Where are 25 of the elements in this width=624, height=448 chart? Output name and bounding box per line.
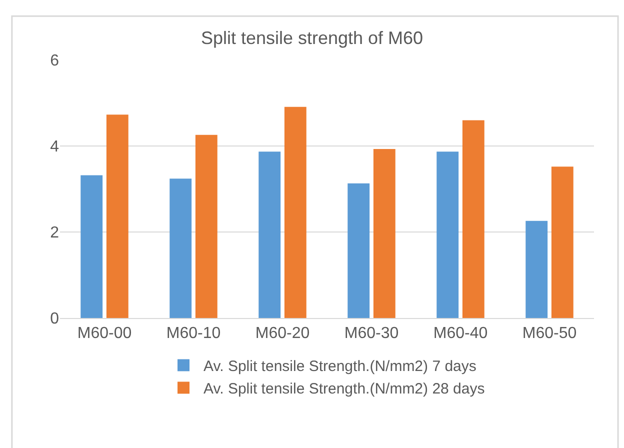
bar: [551, 166, 574, 318]
bar: [80, 175, 103, 318]
y-tick-label: 0: [50, 310, 60, 328]
bar: [258, 152, 281, 318]
legend-label: Av. Split tensile Strength.(N/mm2) 7 days: [204, 358, 476, 376]
bar: [436, 152, 459, 318]
x-tick-label: M60-20: [255, 325, 310, 342]
bar: [195, 134, 218, 318]
y-tick-label: 6: [50, 52, 60, 70]
x-tick-label: M60-50: [522, 325, 577, 342]
x-tick-label: M60-30: [344, 325, 399, 342]
y-tick-label: 4: [50, 138, 60, 156]
legend-label: Av. Split tensile Strength.(N/mm2) 28 days: [204, 380, 485, 398]
x-tick-label: M60-00: [77, 325, 132, 342]
x-tick-label: M60-10: [166, 325, 221, 342]
bar: [106, 114, 128, 318]
bar: [462, 120, 484, 318]
bar: [284, 106, 306, 318]
x-tick-label: M60-40: [433, 325, 488, 342]
bar: [170, 178, 192, 318]
bar: [526, 220, 548, 318]
y-tick-label: 2: [50, 224, 60, 242]
bar: [373, 149, 396, 318]
bar: [348, 183, 370, 318]
chart-title: Split tensile strength of M60: [200, 28, 424, 48]
